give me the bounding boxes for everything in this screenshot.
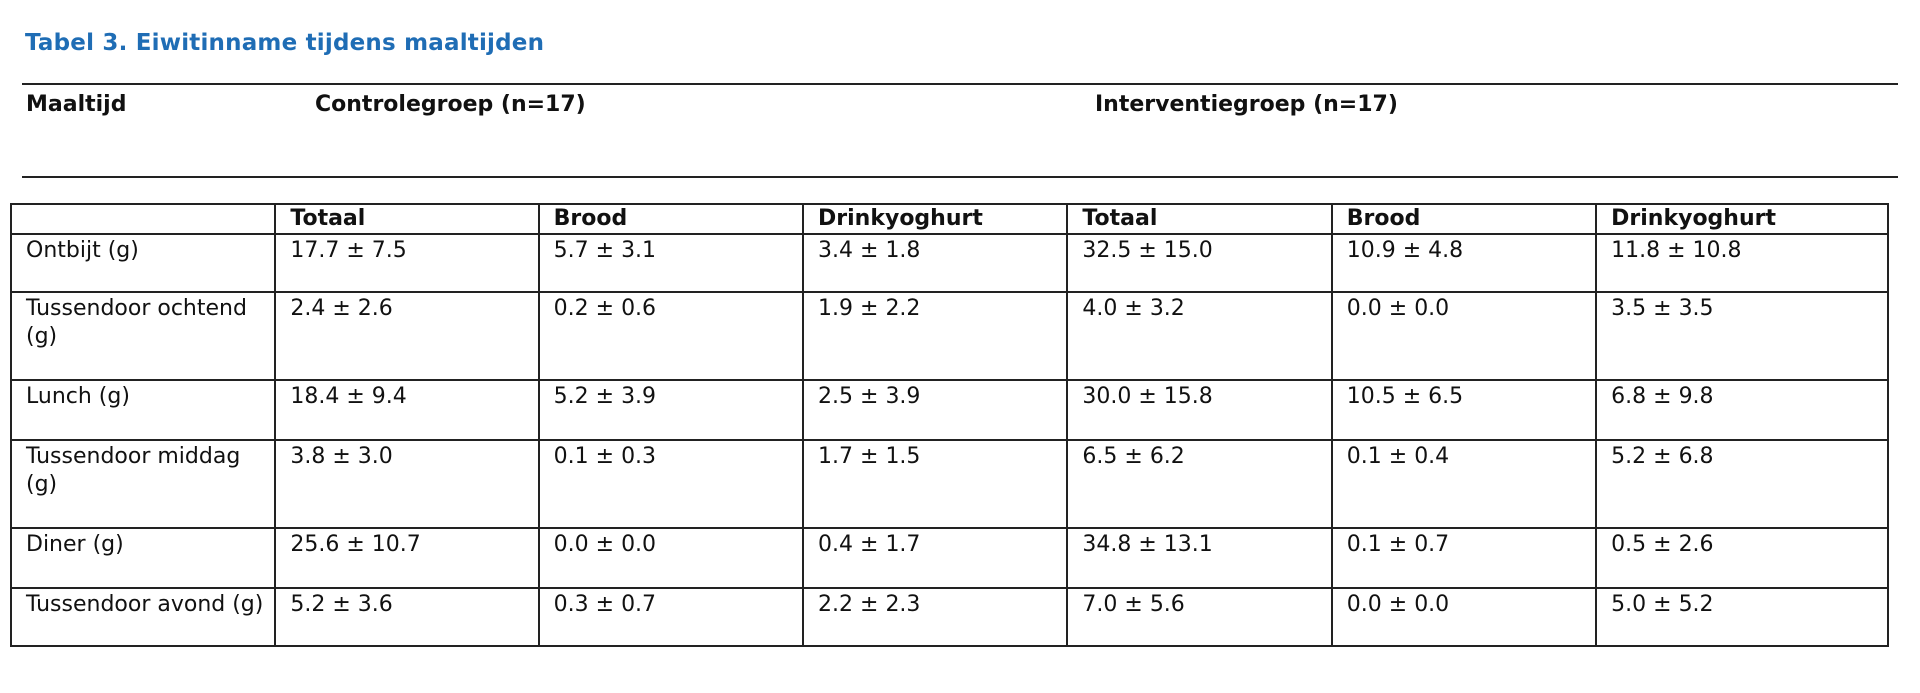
table-cell: 4.0 ± 3.2 <box>1066 291 1333 381</box>
table-cell: 5.0 ± 5.2 <box>1595 587 1889 647</box>
table-cell: 18.4 ± 9.4 <box>274 379 540 441</box>
table-cell: 30.0 ± 15.8 <box>1066 379 1333 441</box>
table-cell: 3.8 ± 3.0 <box>274 439 540 529</box>
control-group-header: Controlegroep (n=17) <box>315 92 586 117</box>
table-row: Tussendoor avond (g) 5.2 ± 3.6 0.3 ± 0.7… <box>9 587 1889 647</box>
row-label: Tussendoor middag (g) <box>9 439 277 529</box>
table-cell: 0.0 ± 0.0 <box>1330 587 1598 647</box>
meal-header: Maaltijd <box>26 92 127 117</box>
row-label: Lunch (g) <box>9 379 277 441</box>
table-cell: 5.7 ± 3.1 <box>537 233 805 293</box>
row-label: Ontbijt (g) <box>9 233 277 293</box>
table-cell: 6.5 ± 6.2 <box>1066 439 1333 529</box>
row-label: Diner (g) <box>9 527 277 589</box>
column-header-intervention-yoghurt: Drinkyoghurt <box>1595 203 1889 235</box>
column-header-intervention-total: Totaal <box>1066 203 1333 235</box>
table-cell: 7.0 ± 5.6 <box>1066 587 1333 647</box>
column-header-control-bread: Brood <box>537 203 805 235</box>
table-cell: 17.7 ± 7.5 <box>274 233 540 293</box>
table-cell: 5.2 ± 6.8 <box>1595 439 1889 529</box>
row-label: Tussendoor avond (g) <box>9 587 277 647</box>
table-cell: 32.5 ± 15.0 <box>1066 233 1333 293</box>
header-bottom-rule <box>22 176 1898 178</box>
table-cell: 0.1 ± 0.7 <box>1330 527 1598 589</box>
table-cell: 0.2 ± 0.6 <box>537 291 805 381</box>
table-cell: 1.9 ± 2.2 <box>802 291 1069 381</box>
table-cell: 3.5 ± 3.5 <box>1595 291 1889 381</box>
table-cell: 25.6 ± 10.7 <box>274 527 540 589</box>
table-cell: 0.1 ± 0.4 <box>1330 439 1598 529</box>
table-cell: 10.5 ± 6.5 <box>1330 379 1598 441</box>
protein-intake-table: Totaal Brood Drinkyoghurt Totaal Brood D… <box>9 203 1889 647</box>
header-top-rule <box>22 83 1898 85</box>
column-header-control-yoghurt: Drinkyoghurt <box>802 203 1069 235</box>
table-cell: 11.8 ± 10.8 <box>1595 233 1889 293</box>
table-cell: 3.4 ± 1.8 <box>802 233 1069 293</box>
table-cell: 2.4 ± 2.6 <box>274 291 540 381</box>
table-cell: 34.8 ± 13.1 <box>1066 527 1333 589</box>
table-cell: 5.2 ± 3.6 <box>274 587 540 647</box>
table-row: Tussendoor ochtend (g) 2.4 ± 2.6 0.2 ± 0… <box>9 291 1889 381</box>
table-cell: 0.5 ± 2.6 <box>1595 527 1889 589</box>
table-title: Tabel 3. Eiwitinname tijdens maaltijden <box>25 30 545 56</box>
column-header-control-total: Totaal <box>274 203 540 235</box>
table-cell: 6.8 ± 9.8 <box>1595 379 1889 441</box>
table-cell: 5.2 ± 3.9 <box>537 379 805 441</box>
table-row: Lunch (g) 18.4 ± 9.4 5.2 ± 3.9 2.5 ± 3.9… <box>9 379 1889 441</box>
column-header-intervention-bread: Brood <box>1330 203 1598 235</box>
column-header-meal <box>9 203 277 235</box>
column-header-row: Totaal Brood Drinkyoghurt Totaal Brood D… <box>9 203 1889 235</box>
table-cell: 0.3 ± 0.7 <box>537 587 805 647</box>
table-cell: 1.7 ± 1.5 <box>802 439 1069 529</box>
table-cell: 0.4 ± 1.7 <box>802 527 1069 589</box>
table-cell: 0.0 ± 0.0 <box>537 527 805 589</box>
table-cell: 2.5 ± 3.9 <box>802 379 1069 441</box>
table-cell: 2.2 ± 2.3 <box>802 587 1069 647</box>
table-row: Tussendoor middag (g) 3.8 ± 3.0 0.1 ± 0.… <box>9 439 1889 529</box>
table-row: Diner (g) 25.6 ± 10.7 0.0 ± 0.0 0.4 ± 1.… <box>9 527 1889 589</box>
row-label: Tussendoor ochtend (g) <box>9 291 277 381</box>
intervention-group-header: Interventiegroep (n=17) <box>1095 92 1398 117</box>
table-cell: 0.0 ± 0.0 <box>1330 291 1598 381</box>
table-cell: 10.9 ± 4.8 <box>1330 233 1598 293</box>
table-cell: 0.1 ± 0.3 <box>537 439 805 529</box>
table-row: Ontbijt (g) 17.7 ± 7.5 5.7 ± 3.1 3.4 ± 1… <box>9 233 1889 293</box>
